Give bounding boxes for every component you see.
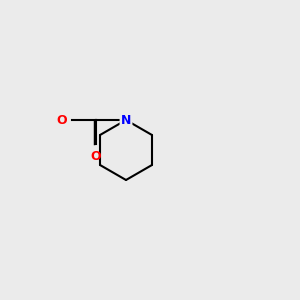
Text: O: O: [57, 113, 68, 127]
Text: N: N: [121, 113, 131, 127]
Text: O: O: [91, 150, 101, 163]
